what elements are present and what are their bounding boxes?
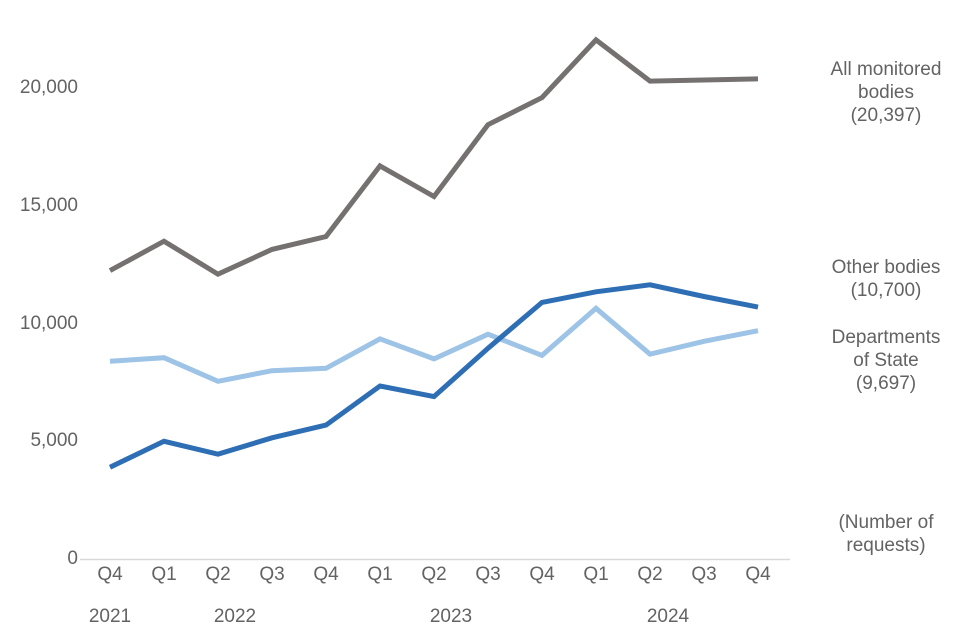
series-label-departments-of-state: Departments of State (9,697) [801,326,960,395]
x-tick-quarter-label: Q2 [637,564,663,585]
annotation-line: (20,397) [850,105,922,126]
x-tick-year-label: 2023 [429,606,473,627]
x-tick-quarter-label: Q4 [97,564,123,585]
x-tick-quarter-label: Q1 [367,564,393,585]
x-tick-year-label: 2024 [646,606,690,627]
series-label-other-bodies: Other bodies (10,700) [801,256,960,302]
x-tick-quarter-label: Q1 [583,564,609,585]
y-tick-label: 15,000 [19,194,78,216]
x-tick-quarter-label: Q4 [529,564,555,585]
annotation-line: bodies [858,82,914,103]
annotation-line: (10,700) [850,280,922,301]
x-tick-quarter-label: Q3 [259,564,285,585]
x-tick-quarter-label: Q3 [475,564,501,585]
annotation-line: All monitored [830,59,942,80]
x-tick-quarter-label: Q4 [313,564,339,585]
x-tick-year-label: 2021 [88,606,132,627]
series-line-departments-of-state [109,305,759,384]
annotation-line: Other bodies [831,257,941,278]
x-tick-quarter-label: Q4 [745,564,771,585]
x-tick-year-label: 2022 [213,606,257,627]
annotation-line: (9,697) [855,373,917,394]
annotation-line: of State [853,350,919,371]
series-line-all-monitored-bodies [108,36,759,278]
x-tick-quarter-label: Q1 [151,564,177,585]
x-tick-quarter-label: Q2 [421,564,447,585]
annotation-line: requests) [846,535,926,556]
x-tick-quarter-label: Q2 [205,564,231,585]
y-tick-label: 20,000 [19,77,78,99]
y-tick-label: 10,000 [19,312,78,334]
annotation-line: (Number of [838,512,934,533]
series-line-other-bodies [108,282,759,470]
y-tick-label: 5,000 [30,430,78,452]
annotation-line: Departments [831,327,941,348]
y-tick-label: 0 [67,548,78,569]
axis-unit-label: (Number of requests) [801,511,960,557]
series-label-all-monitored-bodies: All monitored bodies (20,397) [801,58,960,127]
x-tick-quarter-label: Q3 [691,564,717,585]
